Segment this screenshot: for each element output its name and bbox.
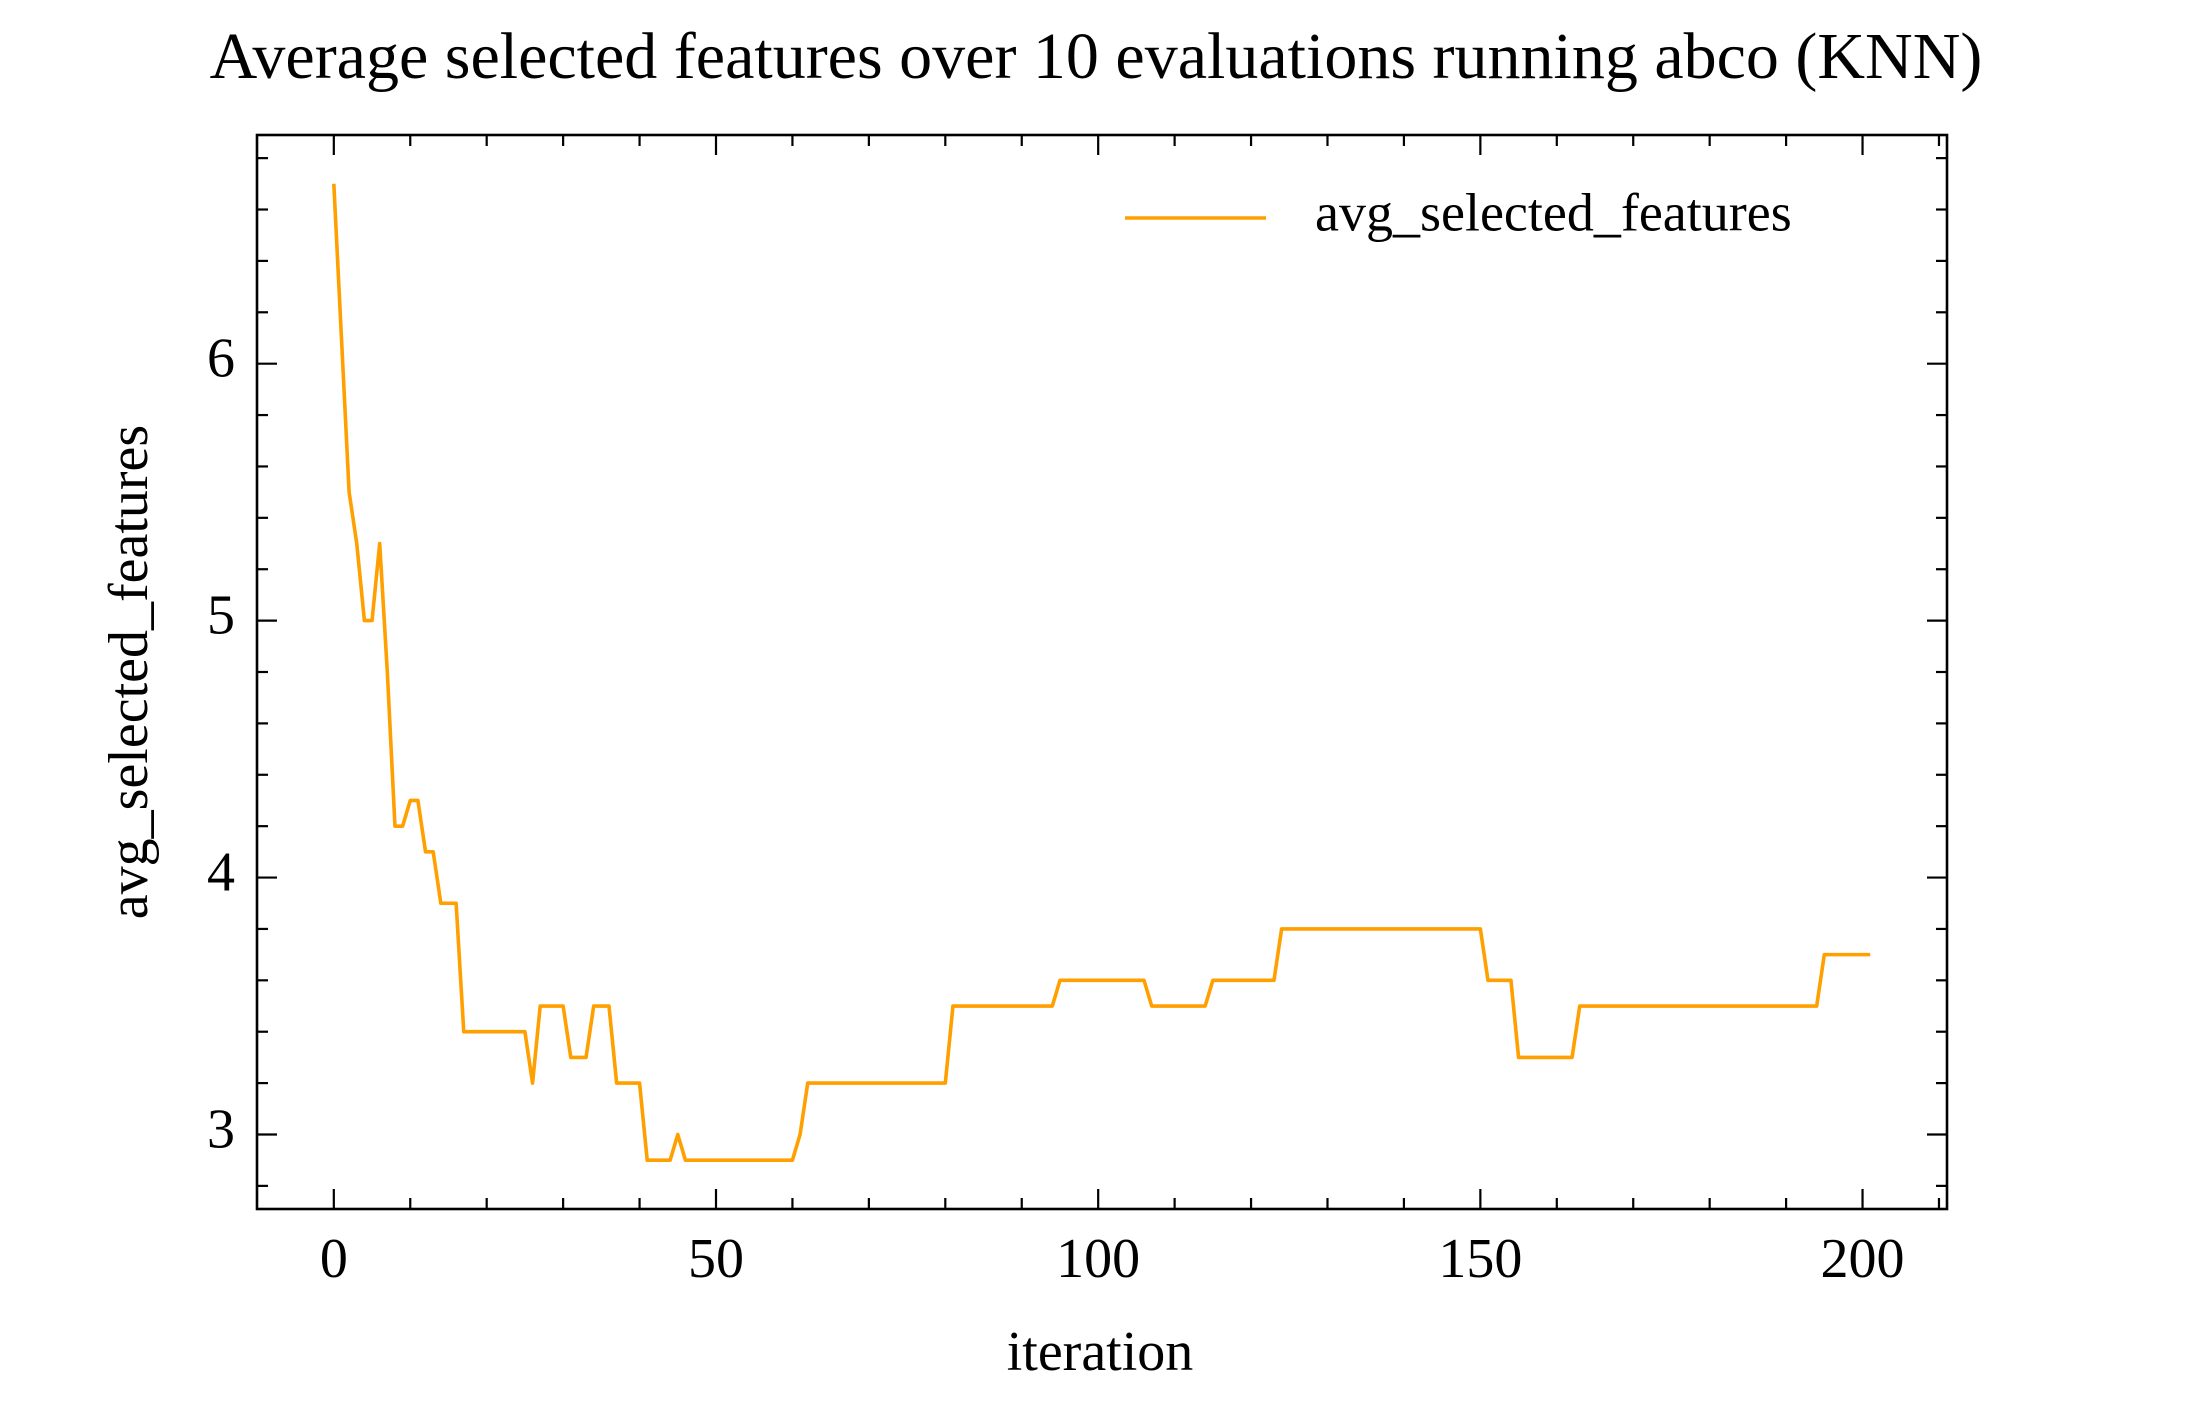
- x-tick-label: 50: [688, 1228, 744, 1290]
- y-tick-label: 5: [207, 584, 235, 646]
- y-tick-label: 3: [207, 1098, 235, 1160]
- y-tick-label: 4: [207, 841, 235, 903]
- data-line: [332, 183, 1871, 1162]
- x-tick-label: 0: [320, 1228, 348, 1290]
- x-axis-label: iteration: [1007, 1321, 1194, 1383]
- plot-frame: [255, 133, 1949, 1211]
- y-axis-label: avg_selected_features: [98, 425, 160, 919]
- legend-label: avg_selected_features: [1315, 182, 1792, 242]
- x-tick-label: 200: [1821, 1228, 1905, 1290]
- y-tick-label: 6: [207, 328, 235, 390]
- x-tick-label: 150: [1438, 1228, 1522, 1290]
- chart-title: Average selected features over 10 evalua…: [210, 20, 1983, 93]
- x-tick-label: 100: [1056, 1228, 1140, 1290]
